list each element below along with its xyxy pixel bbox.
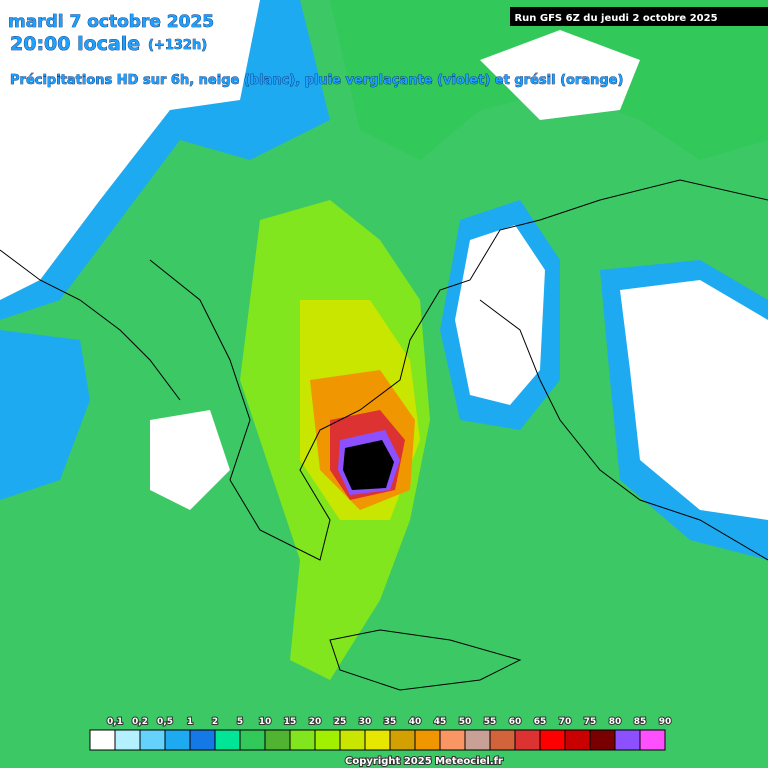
legend-label: 45: [434, 717, 447, 727]
legend-label: 2: [212, 717, 218, 727]
legend-label: 20: [309, 717, 322, 727]
date-title: mardi 7 octobre 2025: [8, 12, 214, 32]
lead-time: (+132h): [148, 38, 207, 53]
legend-label: 60: [509, 717, 522, 727]
legend-swatch: [589, 729, 616, 751]
legend-label: 5: [237, 717, 243, 727]
legend-label: 85: [634, 717, 647, 727]
legend-swatch: [514, 729, 541, 751]
legend-label: 65: [534, 717, 547, 727]
legend-swatch: [389, 729, 416, 751]
legend-swatch: [239, 729, 266, 751]
legend-label: 0,2: [132, 717, 148, 727]
legend-swatch: [139, 729, 166, 751]
legend-label: 30: [359, 717, 372, 727]
legend-swatch: [189, 729, 216, 751]
legend-label: 75: [584, 717, 597, 727]
legend-swatch: [564, 729, 591, 751]
legend-label: 70: [559, 717, 572, 727]
coastlines: [0, 179, 768, 691]
legend-swatch: [639, 729, 666, 751]
legend-swatch: [489, 729, 516, 751]
legend-label: 35: [384, 717, 397, 727]
run-label: Run GFS 6Z du jeudi 2 octobre 2025: [514, 13, 717, 24]
legend-swatch: [114, 729, 141, 751]
run-box: [510, 7, 768, 26]
legend-swatch: [339, 729, 366, 751]
legend-swatch: [539, 729, 566, 751]
legend-swatch: [314, 729, 341, 751]
legend-swatch: [289, 729, 316, 751]
legend-label: 1: [187, 717, 193, 727]
legend-label: 25: [334, 717, 347, 727]
legend-swatch: [89, 729, 116, 751]
legend-label: 80: [609, 717, 622, 727]
legend-swatch: [614, 729, 641, 751]
legend-swatch: [364, 729, 391, 751]
legend-label: 50: [459, 717, 472, 727]
legend-label: 55: [484, 717, 497, 727]
legend-swatch: [464, 729, 491, 751]
legend-swatch: [414, 729, 441, 751]
legend-label: 0,1: [107, 717, 123, 727]
legend-swatch: [164, 729, 191, 751]
legend-swatch: [439, 729, 466, 751]
legend: 0,1 0,2 0,5 1 2 5 10 15 20 25 30 35 40 45 50 55 60 65 70 75…: [89, 716, 672, 751]
legend-swatch: [214, 729, 241, 751]
subtitle: Précipitations HD sur 6h, neige (blanc),…: [10, 73, 623, 88]
legend-label: 40: [409, 717, 422, 727]
copyright: Copyright 2025 Meteociel.fr: [345, 756, 503, 767]
legend-label: 15: [284, 717, 297, 727]
legend-label: 0,5: [157, 717, 173, 727]
legend-label: 90: [659, 717, 672, 727]
legend-label: 10: [259, 717, 272, 727]
legend-swatch: [264, 729, 291, 751]
time-title: 20:00 locale: [10, 33, 140, 55]
